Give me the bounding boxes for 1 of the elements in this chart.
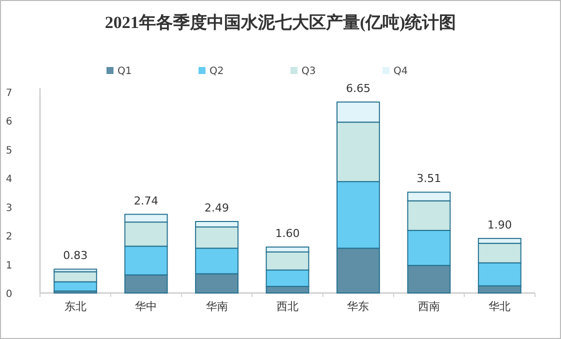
title: 2021年各季度中国水泥七大区产量(亿吨)统计图	[104, 13, 456, 32]
